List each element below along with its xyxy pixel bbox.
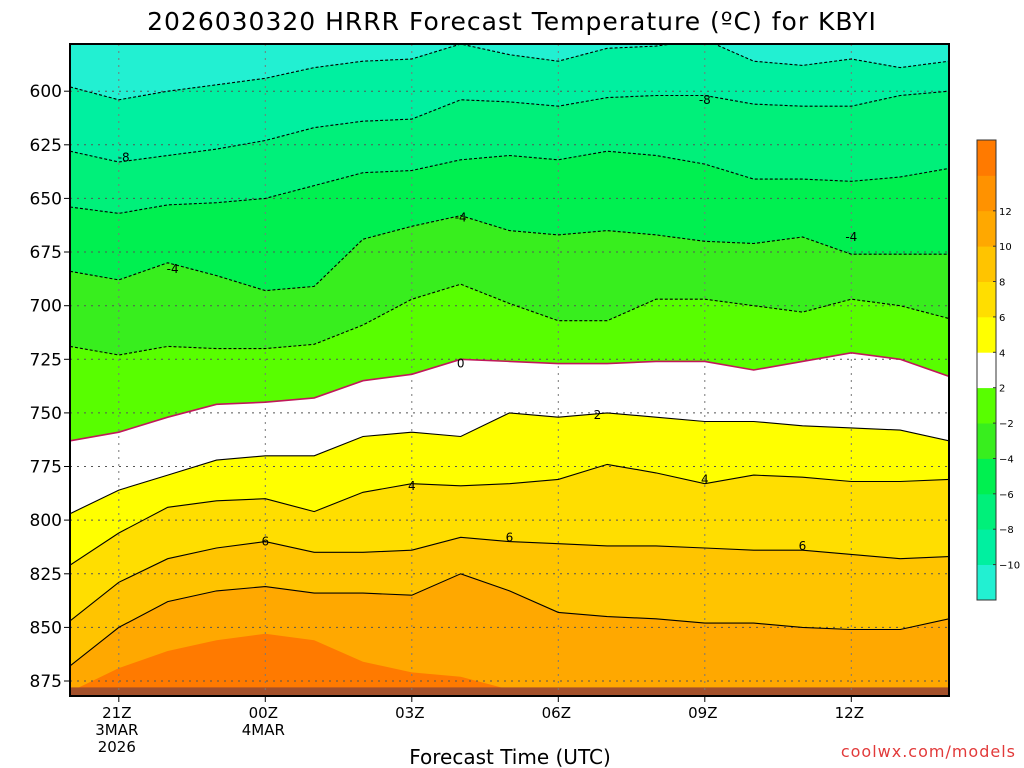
contour-line — [70, 573, 949, 667]
plot-content: -8 -8 -4 -4 -4 0 2 4 4 6 6 6 — [70, 44, 949, 696]
colorbar-swatch — [977, 564, 996, 601]
plot-frame — [69, 43, 950, 697]
colorbar-swatch — [977, 423, 996, 459]
y-tick-label: 600 — [30, 82, 62, 102]
x-tick-label: 03Z — [395, 704, 424, 722]
y-tick-label: 850 — [30, 618, 62, 638]
colorbar-swatch — [977, 210, 996, 247]
band-fill — [70, 633, 949, 696]
x-tick-label: 09Z — [688, 704, 717, 722]
contour-line — [70, 283, 949, 356]
colorbar-swatch — [977, 458, 996, 495]
contour-line — [70, 412, 949, 515]
colorbar-frame — [976, 139, 997, 601]
contour-line — [70, 536, 949, 622]
y-tick-label: 825 — [30, 565, 62, 585]
x-tick-label: 12Z — [835, 704, 864, 722]
colorbar-label: 12 — [999, 207, 1012, 218]
contour-line — [70, 90, 949, 163]
contour-label: -8 — [118, 151, 130, 165]
y-tick-label: 725 — [30, 350, 62, 370]
x-tick-label: 00Z — [249, 704, 278, 722]
contour-line — [70, 150, 949, 214]
colorbar-swatch — [977, 529, 996, 565]
y-tick-label: 775 — [30, 458, 62, 478]
chart-title: 2026030320 HRRR Forecast Temperature (ºC… — [147, 7, 877, 36]
contour-label: 4 — [701, 472, 709, 486]
colorbar-label: −2 — [999, 419, 1014, 430]
contour-label: -4 — [455, 211, 467, 225]
colorbar-label: −6 — [999, 490, 1014, 501]
colorbar-label: 8 — [999, 278, 1005, 289]
y-tick-label: 700 — [30, 297, 62, 317]
colorbar-swatch — [977, 387, 996, 424]
y-tick-label: 650 — [30, 189, 62, 209]
contour-label: 4 — [408, 479, 416, 493]
colorbar-label: 10 — [999, 242, 1012, 253]
colorbar: −10 −8 −6 −4 −2 2 4 6 8 10 12 — [976, 139, 1020, 601]
x-tick-label: 06Z — [542, 704, 571, 722]
colorbar-swatch — [977, 281, 996, 318]
colorbar-swatch — [977, 316, 996, 353]
x-tick-label: 21Z — [102, 704, 131, 722]
colorbar-swatch — [977, 493, 996, 530]
contour-label: 2 — [594, 408, 602, 422]
y-tick-label: 675 — [30, 243, 62, 263]
colorbar-swatch — [977, 352, 996, 389]
y-axis: 600 625 650 675 700 725 750 775 800 825 850 875 — [30, 82, 70, 692]
colorbar-label: −10 — [999, 561, 1020, 572]
contour-label: -4 — [167, 262, 179, 276]
contour-label: 0 — [457, 357, 465, 371]
x-tick-label: 3MAR — [95, 721, 138, 739]
contour-line — [70, 351, 949, 442]
contour-label: 6 — [506, 530, 514, 544]
contour-line — [70, 44, 949, 101]
ground-fill — [70, 687, 949, 696]
x-tick-label: 4MAR — [242, 721, 285, 739]
x-axis-label: Forecast Time (UTC) — [409, 745, 611, 768]
colorbar-label: −4 — [999, 455, 1014, 466]
contour-label: -8 — [699, 93, 711, 107]
y-tick-label: 800 — [30, 511, 62, 531]
colorbar-swatch — [977, 246, 996, 282]
colorbar-label: 4 — [999, 348, 1005, 359]
y-tick-label: 625 — [30, 136, 62, 156]
y-tick-label: 750 — [30, 404, 62, 424]
contour-line — [70, 463, 949, 566]
colorbar-label: 2 — [999, 384, 1005, 395]
colorbar-label: −8 — [999, 525, 1014, 536]
contour-label: 6 — [799, 539, 807, 553]
colorbar-swatch — [977, 175, 996, 212]
contour-line — [70, 215, 949, 292]
x-tick-label: 2026 — [98, 738, 136, 756]
contour-label: 6 — [261, 535, 269, 549]
colorbar-swatch — [977, 140, 996, 176]
contour-label: -4 — [845, 230, 857, 244]
credit-text: coolwx.com/models — [841, 742, 1016, 761]
y-tick-label: 875 — [30, 672, 62, 692]
plot-area: -8 -8 -4 -4 -4 0 2 4 4 6 6 6 — [69, 43, 950, 697]
colorbar-label: 6 — [999, 313, 1005, 324]
